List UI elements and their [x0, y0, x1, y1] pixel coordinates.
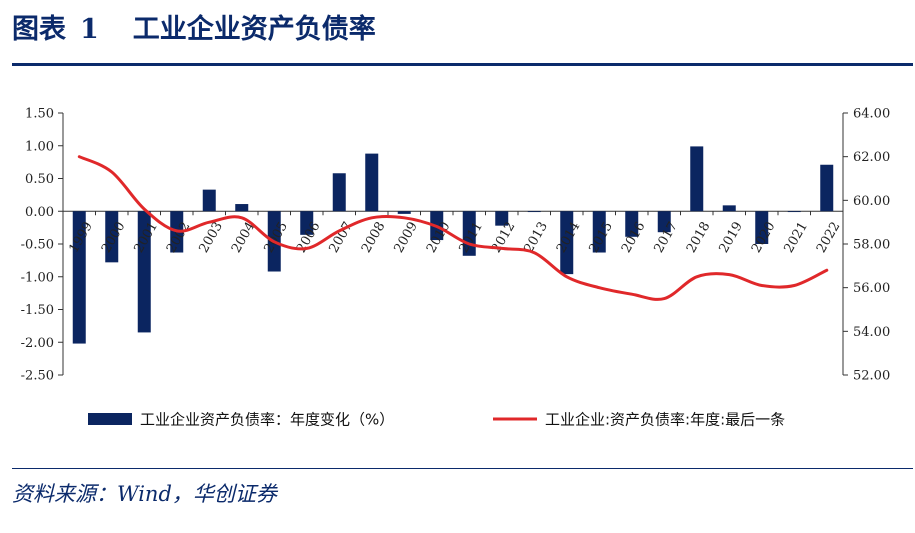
bar-2017 — [657, 211, 671, 233]
bar-2013 — [527, 211, 541, 213]
source-divider — [12, 468, 913, 469]
category-label: 2022 — [814, 219, 844, 255]
left-tick-label: -0.50 — [21, 238, 54, 253]
left-tick-label: -2.50 — [21, 369, 54, 384]
category-label: 2020 — [749, 219, 779, 255]
category-label: 2011 — [456, 219, 486, 255]
bar-2020 — [755, 211, 769, 244]
source-note: 资料来源：Wind，华创证券 — [12, 482, 277, 506]
figure-label: 图表 — [12, 14, 66, 45]
bar-1999 — [72, 211, 86, 344]
bar-2000 — [105, 211, 119, 263]
left-tick-label: -1.50 — [21, 303, 54, 318]
bar-2022 — [820, 164, 834, 212]
category-label: 2015 — [586, 219, 616, 255]
line-series-debt-ratio — [77, 155, 829, 301]
right-tick-label: 60.00 — [853, 194, 890, 209]
category-label: 2018 — [684, 219, 714, 255]
category-label: 2019 — [716, 219, 746, 255]
right-tick-label: 58.00 — [853, 238, 890, 253]
left-tick-label: 0.50 — [25, 172, 54, 187]
bar-2019 — [722, 205, 736, 212]
bar-2004 — [235, 204, 249, 212]
category-label: 1999 — [66, 219, 96, 255]
right-tick-label: 54.00 — [853, 325, 890, 340]
right-tick-label: 56.00 — [853, 281, 890, 296]
chart-title: 工业企业资产负债率 — [132, 14, 376, 45]
figure-number: 1 — [80, 14, 99, 45]
bar-2006 — [300, 211, 314, 235]
left-tick-label: 1.00 — [25, 139, 54, 154]
title-divider — [12, 63, 913, 66]
bar-2012 — [495, 211, 509, 226]
category-label: 2016 — [619, 219, 649, 255]
right-tick-label: 52.00 — [853, 369, 890, 384]
category-label: 2002 — [164, 219, 194, 255]
left-tick-label: -2.00 — [21, 336, 54, 351]
bar-2015 — [592, 211, 606, 253]
category-label: 2001 — [131, 219, 161, 255]
bar-2016 — [625, 211, 639, 237]
bar-2003 — [202, 189, 216, 212]
legend-label-line: 工业企业:资产负债率:年度:最后一条 — [545, 411, 785, 429]
bar-2009 — [397, 211, 411, 214]
right-tick-label: 64.00 — [853, 107, 890, 122]
bar-2021 — [787, 211, 801, 213]
bar-2018 — [690, 146, 704, 212]
left-tick-label: -1.00 — [21, 270, 54, 285]
category-label: 2009 — [391, 219, 421, 255]
category-label: 2021 — [781, 219, 811, 255]
figure-title: 图表 1 工业企业资产负债率 — [12, 8, 376, 52]
right-tick-label: 62.00 — [853, 150, 890, 165]
left-tick-label: 0.00 — [25, 205, 54, 220]
category-label: 2017 — [651, 219, 681, 255]
bar-2014 — [560, 211, 574, 275]
legend-label-bar: 工业企业资产负债率：年度变化（%） — [140, 411, 394, 429]
bar-2008 — [365, 153, 379, 212]
bar-2001 — [137, 211, 151, 333]
category-label: 2014 — [554, 219, 584, 255]
legend-swatch-bar — [88, 413, 132, 425]
bar-2007 — [332, 173, 346, 212]
left-tick-label: 1.50 — [25, 107, 54, 122]
category-label: 2000 — [99, 219, 129, 255]
category-label: 2008 — [359, 219, 389, 255]
